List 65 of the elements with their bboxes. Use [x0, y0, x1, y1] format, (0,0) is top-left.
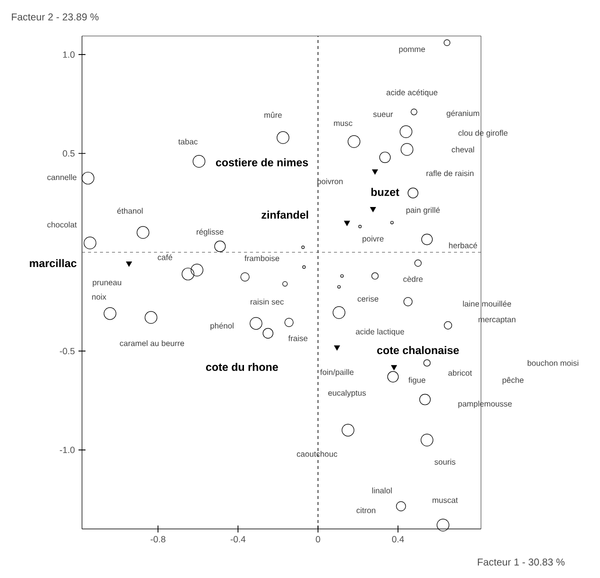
- point: [126, 262, 132, 267]
- annotation: cheval: [452, 146, 474, 152]
- annotation: buzet: [371, 188, 400, 196]
- annotation: mûre: [264, 112, 282, 118]
- annotation: caramel au beurre: [120, 340, 184, 346]
- annotation: musc: [334, 122, 352, 126]
- annotation: pomme: [399, 48, 425, 54]
- point: [391, 365, 397, 370]
- annotation: fraise: [288, 335, 308, 342]
- annotation: laine mouillée: [463, 300, 512, 307]
- annotation: foin/paille: [320, 369, 354, 377]
- annotation: réglisse: [196, 228, 224, 236]
- annotation: tabac: [178, 138, 198, 144]
- text: marcillac: [30, 259, 76, 268]
- annotation: géranium: [446, 110, 480, 118]
- annotation: café: [158, 254, 172, 260]
- annotation: cerise: [358, 296, 378, 302]
- annotation: acide lactique: [356, 328, 404, 336]
- annotation: poivron: [317, 178, 343, 186]
- annotation: framboise: [244, 255, 280, 262]
- annotation: sueur: [373, 112, 393, 118]
- annotation: éthanol: [117, 208, 143, 214]
- point: [334, 345, 340, 350]
- annotation: mercaptan: [478, 317, 516, 324]
- annotation: cote chalonaise: [377, 346, 459, 354]
- annotation: pain grillé: [406, 206, 440, 215]
- annotation: noix: [92, 294, 106, 300]
- annotation: acide acétique: [386, 89, 438, 97]
- annotation: poivre: [362, 236, 384, 244]
- annotation: phénol: [210, 322, 234, 330]
- annotation: souris: [434, 458, 456, 465]
- text: pêche: [502, 376, 524, 384]
- text: chocolat: [47, 222, 77, 228]
- annotation: cote du rhone: [206, 362, 278, 371]
- annotation: caoutchouc: [296, 450, 338, 457]
- point: [344, 220, 350, 226]
- x-tick-label: -0.4: [230, 536, 246, 542]
- x-tick-label: 0: [316, 536, 320, 542]
- y-tick-label: -0.5: [60, 348, 75, 354]
- y-tick-label: -1.0: [60, 446, 75, 454]
- annotation: clou de girofle: [458, 130, 508, 138]
- annotation: costiere de nimes: [216, 158, 308, 166]
- y-axis-title: Facteur 2 - 23.89 %: [12, 13, 99, 20]
- annotation: abricot: [448, 370, 472, 376]
- annotation: pruneau: [92, 280, 122, 287]
- point: [370, 206, 376, 212]
- annotation: zinfandel: [262, 210, 308, 219]
- annotation: cèdre: [403, 276, 423, 282]
- annotation: linalol: [372, 487, 392, 494]
- point: [372, 169, 378, 174]
- annotation: herbacé: [449, 242, 478, 248]
- x-tick-label: 0.4: [392, 536, 404, 542]
- annotation: citron: [356, 507, 376, 514]
- annotation: raisin sec: [250, 298, 284, 305]
- annotation: pamplemousse: [458, 400, 512, 408]
- annotation: eucalyptus: [328, 390, 366, 398]
- annotation: rafle de raisin: [426, 170, 474, 176]
- text: cannelle: [47, 174, 76, 180]
- x-tick-label: -0.8: [150, 536, 166, 542]
- y-tick-label: 0.5: [62, 150, 75, 157]
- annotation: figue: [408, 376, 426, 384]
- annotation: muscat: [432, 498, 458, 503]
- y-tick-label: 1.0: [63, 51, 75, 58]
- text: bouchon moisi: [528, 360, 578, 366]
- x-axis-title: Facteur 1 - 30.83 %: [478, 558, 565, 566]
